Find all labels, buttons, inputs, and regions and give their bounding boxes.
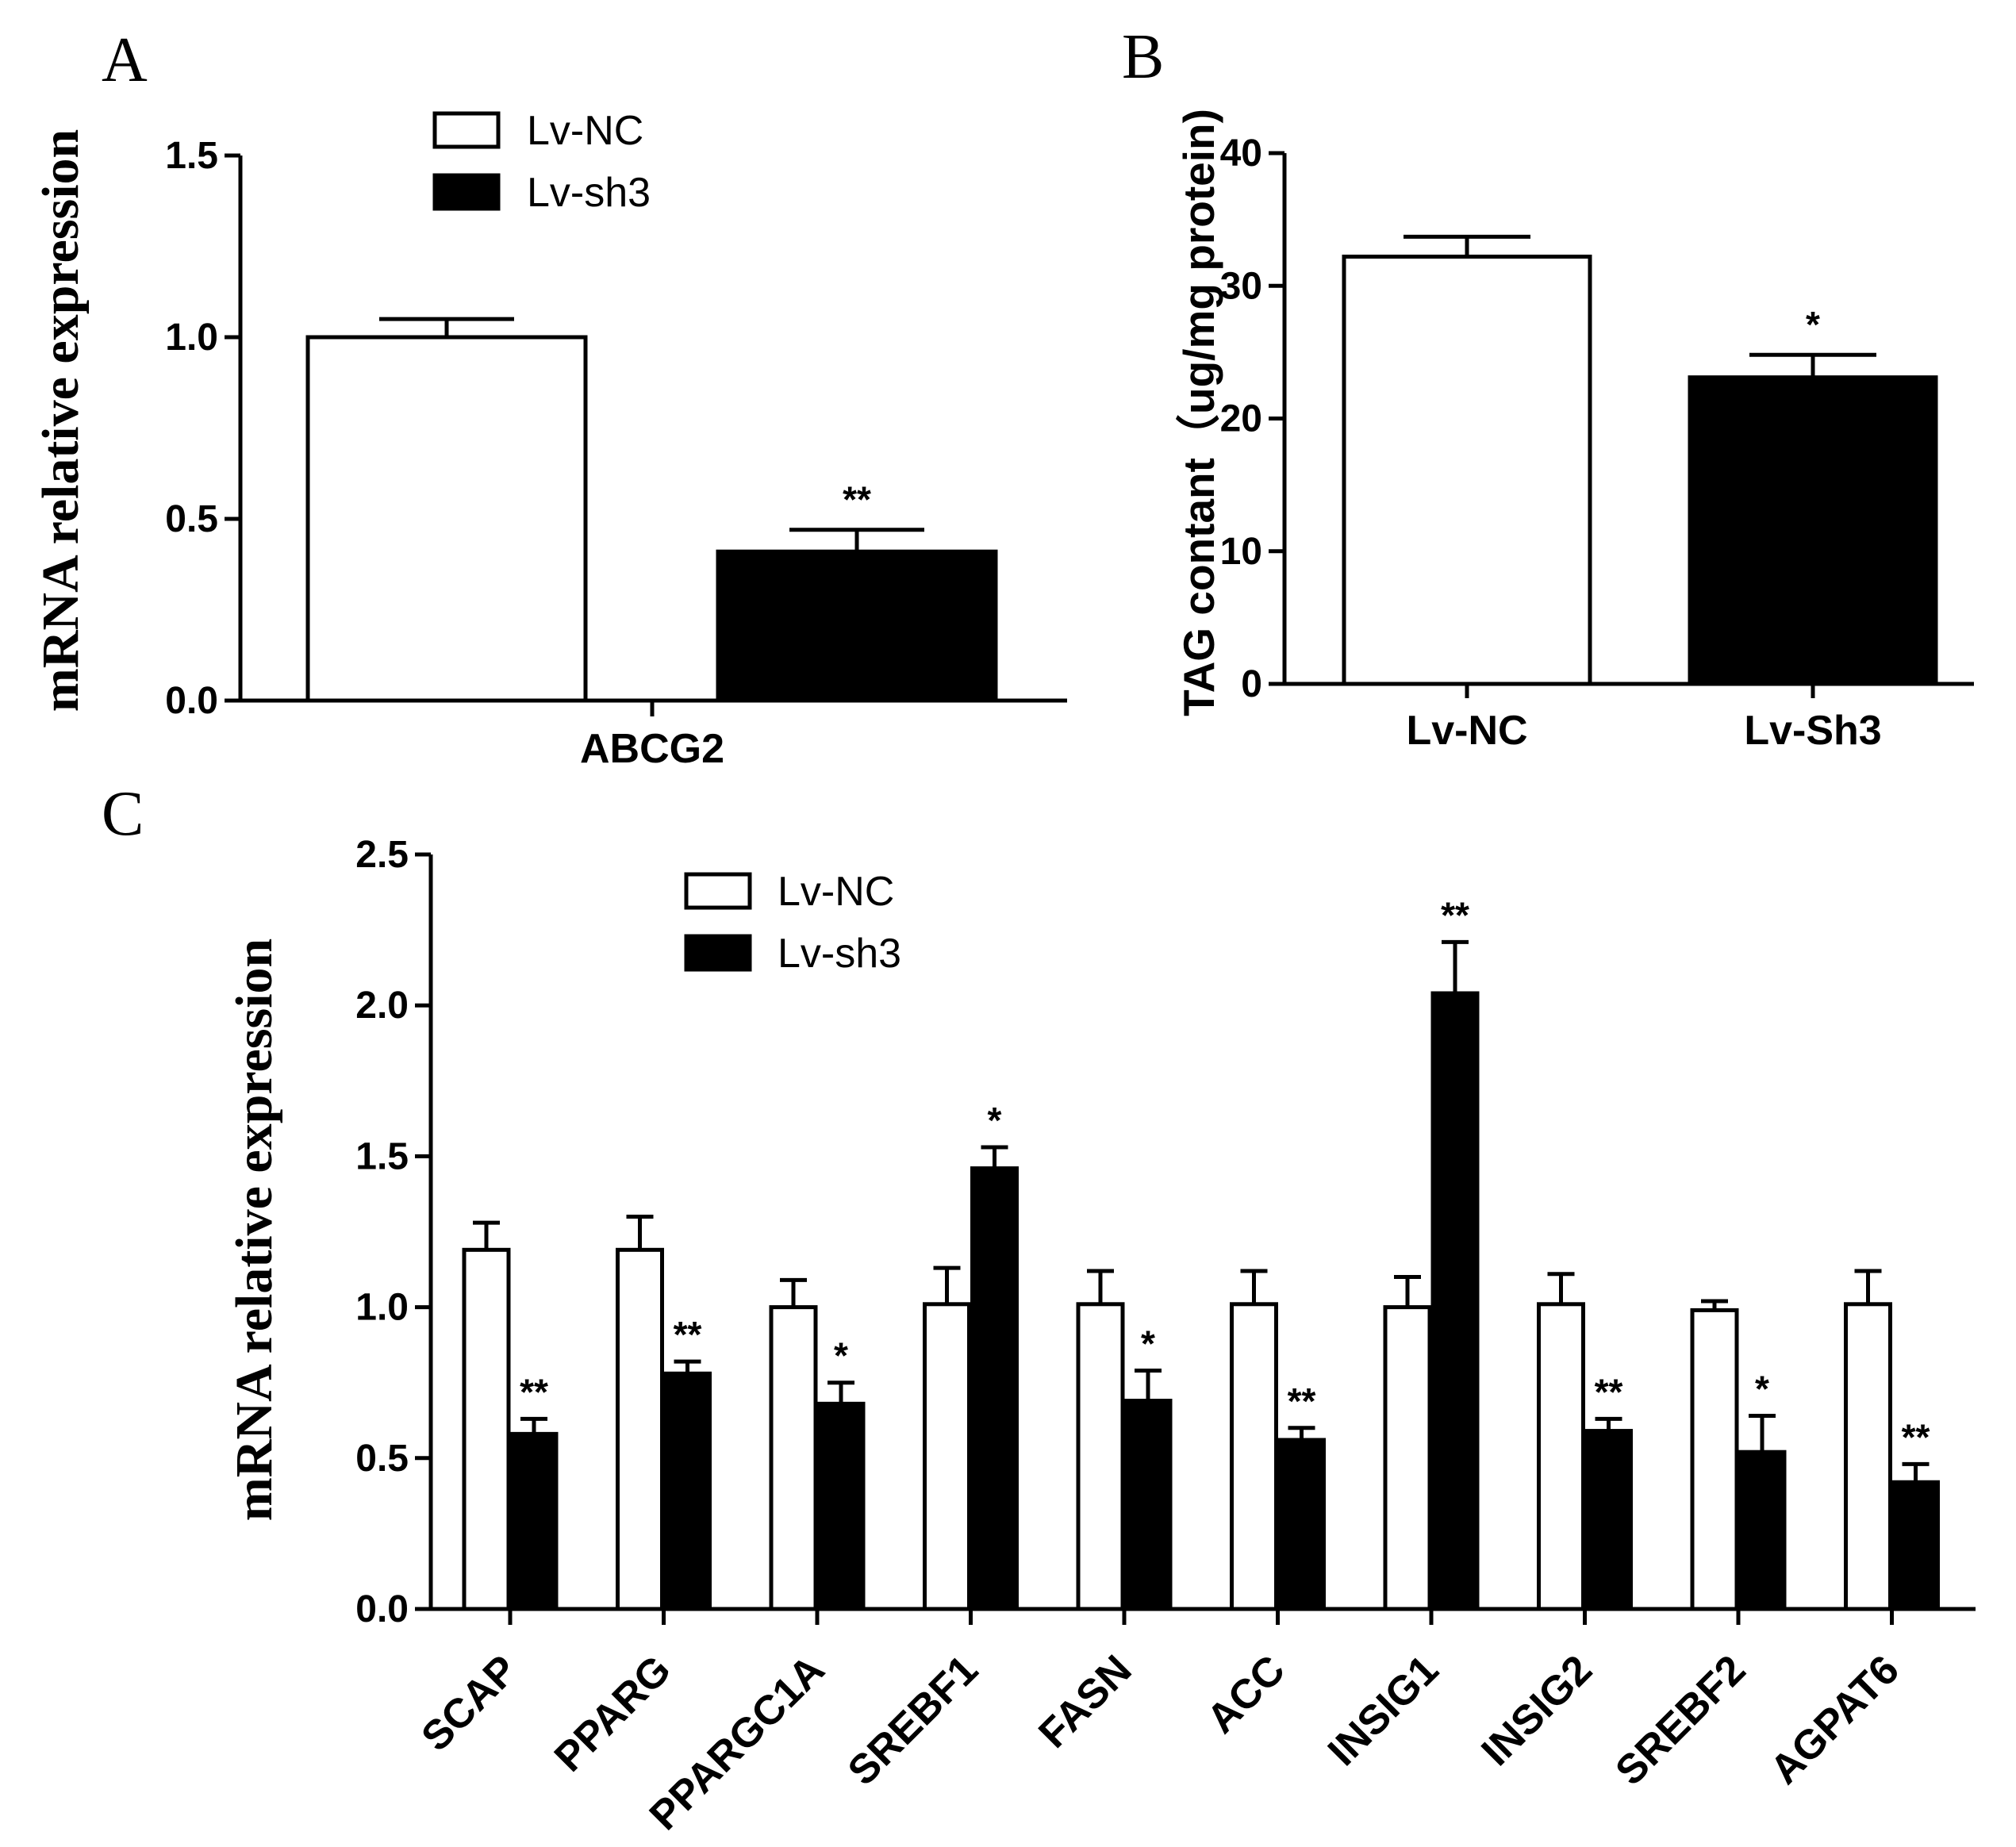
legend-swatch-lv-sh3 (684, 934, 752, 972)
bar-scap-lv-sh3 (509, 1431, 559, 1611)
significance-scap: ** (520, 1371, 548, 1412)
x-category-label-pparg: PPARG (546, 1646, 680, 1780)
significance-insig1: ** (1441, 894, 1469, 935)
panel-c-y-tick-label: 2.0 (355, 985, 409, 1027)
x-category-label-lv-sh3: Lv-Sh3 (1744, 708, 1881, 754)
panel-b-y-tick-label: 20 (1220, 398, 1262, 440)
significance-fasn: * (1141, 1323, 1155, 1364)
bar-fasn-lv-sh3 (1123, 1399, 1173, 1611)
bar-abcg2-lv-sh3 (716, 549, 998, 703)
x-category-label-fasn: FASN (1030, 1646, 1140, 1757)
panel-a-y-tick-label: 0.0 (165, 680, 218, 722)
bar-lv-nc (1342, 254, 1592, 686)
bar-insig2-lv-nc (1537, 1302, 1585, 1611)
x-category-label-srebf2: SREBF2 (1607, 1646, 1754, 1794)
bar-srebf1-lv-sh3 (970, 1166, 1019, 1611)
panel-a-y-tick-label: 0.5 (165, 498, 218, 540)
panel-b-chart: TAG contant（ug/mg protein) 0 10 20 30 40 Lv-… (1174, 109, 1974, 754)
significance-insig2: ** (1595, 1371, 1623, 1412)
bar-acc-lv-nc (1230, 1302, 1278, 1611)
x-category-label-insig1: INSIG1 (1319, 1646, 1448, 1775)
bar-srebf2-lv-sh3 (1738, 1450, 1787, 1611)
x-category-label-agpat6: AGPAT6 (1761, 1646, 1908, 1793)
legend-swatch-lv-nc (684, 872, 752, 910)
panel-c-legend: Lv-NC Lv-sh3 (684, 869, 901, 977)
bar-insig2-lv-sh3 (1584, 1429, 1633, 1611)
panel-label-b: B (1122, 22, 1164, 92)
panel-a-chart: mRNA relative expression 0.0 0.5 1.0 1.5 **… (32, 108, 1067, 772)
legend-label-lv-sh3: Lv-sh3 (778, 931, 901, 977)
bar-pparg-lv-nc (616, 1247, 664, 1611)
panel-b-y-axis-label: TAG contant（ug/mg protein) (1174, 109, 1223, 716)
bar-srebf1-lv-nc (923, 1302, 971, 1611)
significance-acc: ** (1288, 1380, 1316, 1422)
bar-scap-lv-nc (462, 1247, 511, 1611)
legend-swatch-lv-nc (432, 111, 501, 149)
x-category-label-scap: SCAP (413, 1646, 526, 1760)
panel-c-y-axis-label: mRNA relative expression (225, 939, 283, 1521)
panel-c-y-tick-label: 0.5 (355, 1438, 409, 1480)
significance-lv-sh3: * (1806, 304, 1820, 345)
panel-label-a: A (102, 25, 148, 95)
bar-pparg-lv-sh3 (663, 1371, 712, 1611)
x-category-label-lv-nc: Lv-NC (1406, 708, 1527, 754)
significance-srebf1: * (988, 1100, 1002, 1141)
significance-agpat6: ** (1902, 1416, 1930, 1457)
panel-b-y-tick-label: 40 (1220, 132, 1262, 175)
bar-acc-lv-sh3 (1277, 1438, 1326, 1611)
bar-ppargc1a-lv-sh3 (816, 1401, 866, 1611)
bar-insig1-lv-nc (1383, 1305, 1432, 1611)
legend-label-lv-nc: Lv-NC (527, 108, 643, 154)
significance-srebf2: * (1755, 1369, 1769, 1410)
significance-abcg2-lv-sh3: ** (843, 479, 871, 520)
x-category-label-srebf1: SREBF1 (839, 1646, 987, 1794)
legend-label-lv-sh3: Lv-sh3 (527, 170, 651, 216)
bar-insig1-lv-sh3 (1430, 991, 1480, 1611)
panel-a-y-axis-label: mRNA relative expression (32, 129, 90, 712)
panel-b-y-tick-label: 10 (1220, 531, 1262, 573)
panel-c-y-tick-label: 0.0 (355, 1588, 409, 1630)
significance-pparg: ** (674, 1314, 702, 1355)
bar-abcg2-lv-nc (305, 335, 588, 703)
bar-agpat6-lv-sh3 (1891, 1480, 1940, 1611)
panel-a-legend: Lv-NC Lv-sh3 (432, 108, 651, 216)
panel-c-y-tick-label: 2.5 (355, 834, 409, 876)
panel-label-c: C (102, 779, 144, 849)
panel-b-y-tick-label: 0 (1241, 663, 1262, 705)
x-category-label-insig2: INSIG2 (1473, 1646, 1601, 1775)
x-category-label-acc: ACC (1198, 1646, 1294, 1742)
panel-a-y-tick-label: 1.0 (165, 317, 218, 359)
bar-srebf2-lv-nc (1690, 1307, 1739, 1611)
legend-swatch-lv-sh3 (432, 173, 501, 211)
panel-b-y-tick-label: 30 (1220, 265, 1262, 307)
panel-a-y-tick-label: 1.5 (165, 135, 218, 177)
bar-lv-sh3 (1688, 375, 1938, 686)
legend-label-lv-nc: Lv-NC (778, 869, 894, 915)
bar-agpat6-lv-nc (1844, 1302, 1892, 1611)
bar-fasn-lv-nc (1076, 1302, 1125, 1611)
panel-c-chart: mRNA relative expression 0.0 0.5 1.0 1.5 2.0… (225, 834, 1976, 1839)
panel-c-y-tick-label: 1.5 (355, 1135, 409, 1177)
panel-c-y-tick-label: 1.0 (355, 1287, 409, 1329)
x-category-label-abcg2: ABCG2 (580, 726, 724, 772)
significance-ppargc1a: * (834, 1335, 848, 1377)
bar-ppargc1a-lv-nc (769, 1305, 818, 1611)
